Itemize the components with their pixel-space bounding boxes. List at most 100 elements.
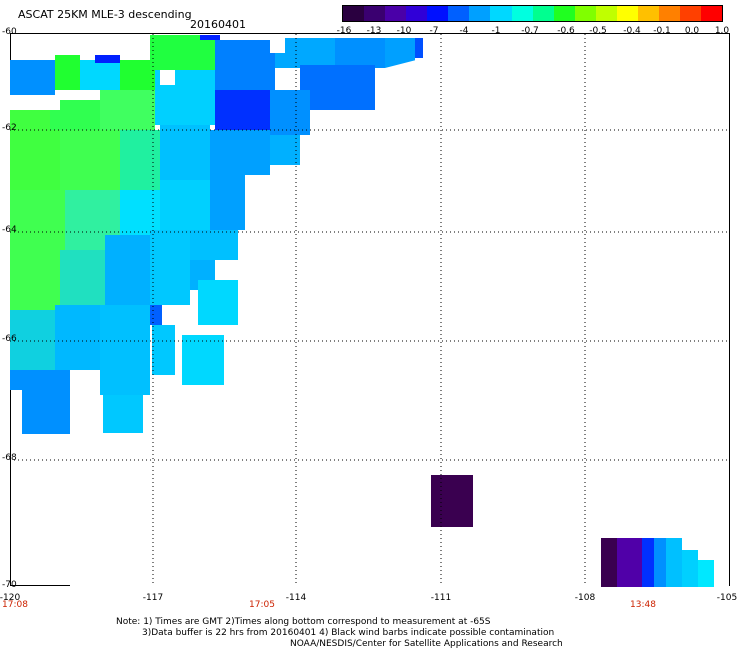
color-legend-labels: -16 -13 -10 -7 -4 -1 -0.7 -0.6 -0.5 -0.4… bbox=[330, 26, 740, 38]
map-date: 20160401 bbox=[190, 18, 246, 31]
legend-swatch bbox=[658, 6, 680, 21]
swath-cell bbox=[150, 230, 190, 305]
legend-label: -0.6 bbox=[557, 26, 575, 36]
legend-swatch bbox=[511, 6, 533, 21]
data-gap bbox=[215, 260, 240, 280]
legend-label: -4 bbox=[459, 26, 469, 36]
swath-cell bbox=[100, 305, 150, 370]
swath-cell bbox=[120, 190, 160, 235]
time-label: 13:48 bbox=[630, 600, 656, 610]
legend-swatch bbox=[448, 6, 470, 21]
swath-cell bbox=[210, 175, 245, 230]
lat-label: -68 bbox=[2, 453, 17, 463]
swath-cell bbox=[642, 538, 654, 586]
legend-swatch bbox=[406, 6, 428, 21]
swath-cell bbox=[10, 310, 55, 370]
legend-swatch bbox=[490, 6, 512, 21]
swath-cell bbox=[200, 35, 220, 40]
swath-cell bbox=[335, 38, 385, 68]
legend-swatch bbox=[680, 6, 702, 21]
swath-cell bbox=[160, 125, 210, 180]
swath-cell bbox=[10, 60, 55, 100]
lon-label: -105 bbox=[716, 593, 738, 603]
legend-label: -16 bbox=[336, 26, 352, 36]
swath-cell bbox=[601, 538, 617, 586]
lon-label: -114 bbox=[285, 593, 307, 603]
time-label: 17:08 bbox=[2, 600, 28, 610]
legend-swatch bbox=[574, 6, 596, 21]
swath-cell bbox=[22, 390, 70, 434]
swath-cell bbox=[431, 475, 473, 527]
swath-cell bbox=[150, 305, 162, 325]
legend-swatch bbox=[616, 6, 638, 21]
color-legend bbox=[342, 5, 723, 22]
swath-cell bbox=[100, 90, 155, 130]
lon-label: -117 bbox=[142, 593, 164, 603]
swath-cell bbox=[654, 538, 666, 586]
swath-cell bbox=[215, 40, 275, 90]
legend-label: 0.0 bbox=[684, 26, 700, 36]
swath-cell bbox=[190, 230, 238, 260]
swath-cell bbox=[105, 235, 150, 305]
legend-label: -10 bbox=[396, 26, 412, 36]
swath-cell bbox=[682, 550, 698, 586]
legend-swatch bbox=[364, 6, 386, 21]
swath-cell bbox=[120, 130, 160, 190]
swath-cell bbox=[270, 90, 310, 135]
swath-cell bbox=[300, 65, 375, 110]
swath-cell bbox=[160, 180, 210, 230]
legend-swatch bbox=[701, 6, 723, 21]
legend-label: -0.4 bbox=[623, 26, 641, 36]
note-line-3: NOAA/NESDIS/Center for Satellite Applica… bbox=[290, 639, 563, 649]
swath-edge-mask bbox=[70, 34, 729, 586]
lat-label: -60 bbox=[2, 27, 17, 37]
swath-cell bbox=[10, 250, 60, 310]
swath-cell bbox=[270, 135, 300, 165]
swath-cell bbox=[60, 130, 120, 190]
legend-swatch bbox=[637, 6, 659, 21]
legend-label: -1 bbox=[491, 26, 501, 36]
swath-cell bbox=[103, 395, 143, 433]
swath-cell bbox=[182, 335, 224, 385]
legend-swatch bbox=[532, 6, 554, 21]
lat-label: -64 bbox=[2, 225, 17, 235]
legend-label: -13 bbox=[366, 26, 382, 36]
swath-cell bbox=[100, 370, 150, 395]
legend-label: 1.0 bbox=[714, 26, 730, 36]
legend-label: -0.5 bbox=[589, 26, 607, 36]
swath-cell bbox=[80, 60, 120, 90]
swath-cell bbox=[210, 130, 270, 175]
legend-swatch bbox=[427, 6, 449, 21]
lon-label: -120 bbox=[0, 593, 21, 603]
legend-swatch bbox=[553, 6, 575, 21]
legend-label: -0.7 bbox=[521, 26, 539, 36]
lat-label: -62 bbox=[2, 123, 17, 133]
swath-cell bbox=[215, 90, 270, 130]
swath-cell bbox=[698, 560, 714, 586]
lon-label: -111 bbox=[430, 593, 452, 603]
data-gap bbox=[270, 38, 285, 53]
legend-swatch bbox=[595, 6, 617, 21]
swath-cell bbox=[95, 55, 120, 63]
graticule bbox=[10, 34, 729, 586]
data-gap bbox=[160, 70, 175, 85]
lon-label: -108 bbox=[574, 593, 596, 603]
lat-label: -66 bbox=[2, 334, 17, 344]
swath-cell bbox=[10, 190, 65, 250]
swath-cell bbox=[617, 538, 642, 586]
time-label: 17:05 bbox=[249, 600, 275, 610]
note-line-2: 3)Data buffer is 22 hrs from 20160401 4)… bbox=[142, 628, 555, 638]
legend-label: -7 bbox=[429, 26, 439, 36]
swath-cell bbox=[60, 250, 105, 310]
swath-cell bbox=[55, 55, 80, 90]
map-title: ASCAT 25KM MLE-3 descending bbox=[18, 8, 192, 21]
legend-swatch bbox=[385, 6, 407, 21]
isolated-cells-top bbox=[431, 475, 714, 586]
lat-label: -70 bbox=[2, 580, 17, 590]
legend-swatch bbox=[343, 6, 365, 21]
swath-cell bbox=[152, 325, 175, 375]
legend-label: -0.1 bbox=[653, 26, 671, 36]
swath-cell bbox=[10, 370, 70, 390]
swath-cell bbox=[150, 35, 215, 70]
